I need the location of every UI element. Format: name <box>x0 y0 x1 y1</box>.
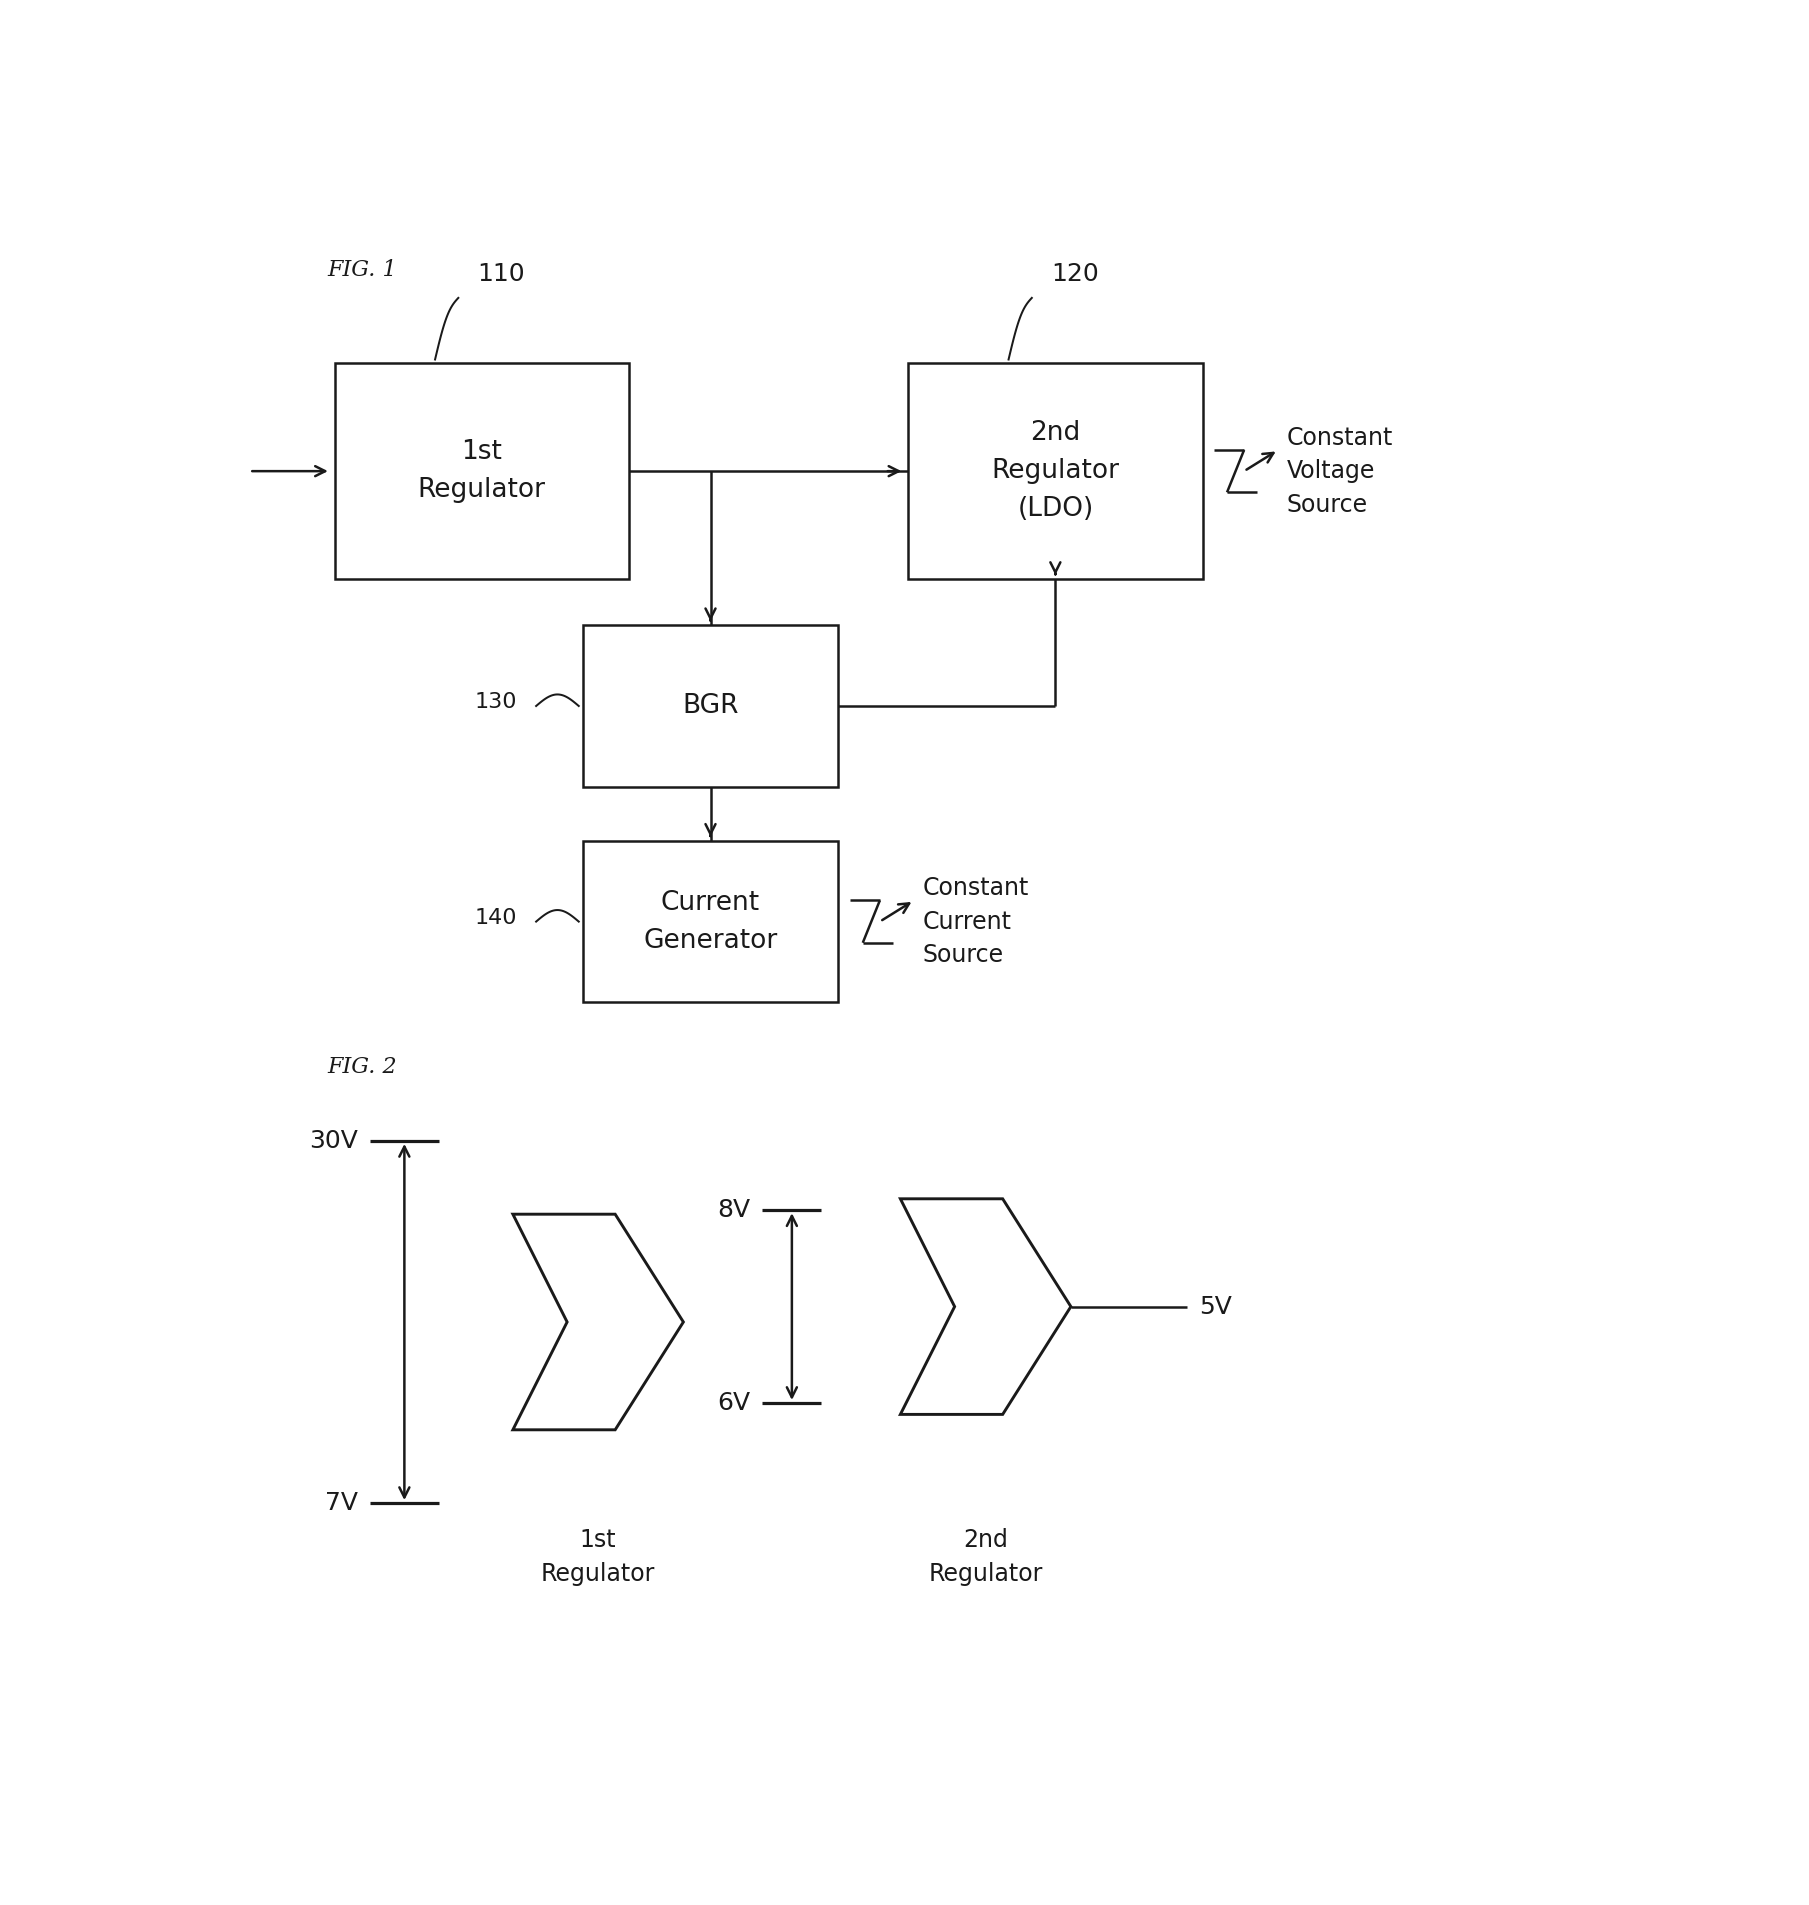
Text: 6V: 6V <box>718 1391 751 1415</box>
Text: Constant
Voltage
Source: Constant Voltage Source <box>1286 425 1393 516</box>
Text: 30V: 30V <box>309 1130 358 1153</box>
Text: 2nd
Regulator
(LDO): 2nd Regulator (LDO) <box>991 421 1120 522</box>
Text: 7V: 7V <box>326 1492 358 1514</box>
Bar <box>908 364 1203 579</box>
Text: FIG. 2: FIG. 2 <box>327 1057 396 1078</box>
Text: FIG. 1: FIG. 1 <box>327 259 396 282</box>
Text: 5V: 5V <box>1199 1295 1232 1318</box>
Text: BGR: BGR <box>682 693 738 718</box>
Text: 2nd
Regulator: 2nd Regulator <box>928 1528 1042 1585</box>
Text: 110: 110 <box>478 263 525 286</box>
Text: 140: 140 <box>474 909 517 928</box>
Text: Constant
Current
Source: Constant Current Source <box>923 876 1029 968</box>
Text: 1st
Regulator: 1st Regulator <box>418 440 546 503</box>
Text: 8V: 8V <box>718 1198 751 1223</box>
Bar <box>582 840 838 1002</box>
Bar <box>335 364 630 579</box>
Text: 1st
Regulator: 1st Regulator <box>541 1528 655 1585</box>
Text: 130: 130 <box>474 692 517 712</box>
Text: Current
Generator: Current Generator <box>644 890 778 954</box>
Text: 120: 120 <box>1051 263 1098 286</box>
Bar <box>582 625 838 787</box>
